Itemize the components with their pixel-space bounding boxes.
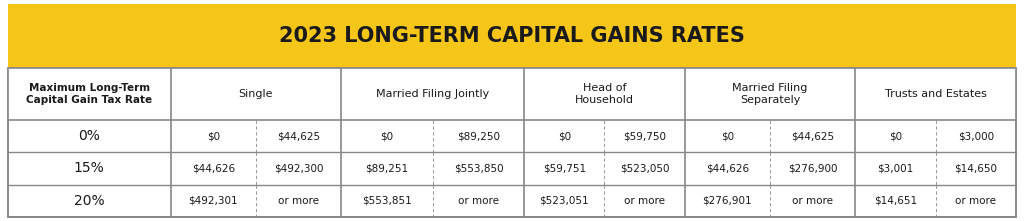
Text: Single: Single — [239, 89, 273, 99]
Bar — [8, 4, 1016, 68]
Text: or more: or more — [458, 196, 499, 206]
Bar — [8, 68, 1016, 217]
Text: $59,751: $59,751 — [543, 164, 586, 173]
Text: $89,250: $89,250 — [457, 131, 500, 141]
Text: Married Filing
Separately: Married Filing Separately — [732, 83, 808, 105]
Text: $89,251: $89,251 — [366, 164, 409, 173]
Bar — [8, 68, 1016, 120]
Text: $0: $0 — [207, 131, 220, 141]
Text: or more: or more — [793, 196, 834, 206]
Text: $553,851: $553,851 — [362, 196, 412, 206]
Text: $3,000: $3,000 — [957, 131, 994, 141]
Text: 20%: 20% — [74, 194, 104, 208]
Text: 0%: 0% — [79, 129, 100, 143]
Text: $44,626: $44,626 — [706, 164, 749, 173]
Text: 15%: 15% — [74, 162, 104, 175]
Text: or more: or more — [624, 196, 666, 206]
Text: $14,651: $14,651 — [874, 196, 918, 206]
Text: Maximum Long-Term
Capital Gain Tax Rate: Maximum Long-Term Capital Gain Tax Rate — [27, 83, 153, 105]
Text: Married Filing Jointly: Married Filing Jointly — [376, 89, 489, 99]
Text: $44,625: $44,625 — [278, 131, 321, 141]
Text: $59,750: $59,750 — [624, 131, 666, 141]
Text: $492,300: $492,300 — [273, 164, 324, 173]
Bar — [8, 68, 1016, 217]
Text: or more: or more — [955, 196, 996, 206]
Text: $0: $0 — [889, 131, 902, 141]
Text: $553,850: $553,850 — [454, 164, 503, 173]
Text: 2023 LONG-TERM CAPITAL GAINS RATES: 2023 LONG-TERM CAPITAL GAINS RATES — [280, 26, 744, 46]
Text: $523,051: $523,051 — [540, 196, 589, 206]
Text: $276,900: $276,900 — [788, 164, 838, 173]
Text: $0: $0 — [721, 131, 734, 141]
Text: $3,001: $3,001 — [878, 164, 913, 173]
Text: $0: $0 — [381, 131, 393, 141]
Text: Trusts and Estates: Trusts and Estates — [885, 89, 987, 99]
Text: $44,625: $44,625 — [792, 131, 835, 141]
Text: or more: or more — [279, 196, 319, 206]
Text: $44,626: $44,626 — [191, 164, 234, 173]
Text: $0: $0 — [558, 131, 571, 141]
Text: $276,901: $276,901 — [702, 196, 753, 206]
Text: $14,650: $14,650 — [954, 164, 997, 173]
Text: $523,050: $523,050 — [620, 164, 670, 173]
Text: $492,301: $492,301 — [188, 196, 238, 206]
Text: Head of
Household: Head of Household — [574, 83, 634, 105]
